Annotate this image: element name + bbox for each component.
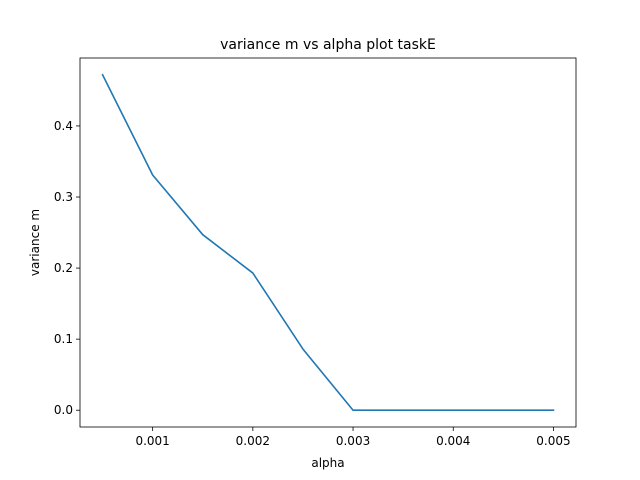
- x-tick-label: 0.003: [336, 434, 370, 448]
- series-layer: [101, 73, 555, 412]
- y-tick-label: 0.0: [54, 403, 73, 417]
- x-tick-label: 0.002: [236, 434, 270, 448]
- y-tick-label: 0.3: [54, 190, 73, 204]
- x-tick-label: 0.004: [436, 434, 470, 448]
- plot-frame: [79, 57, 577, 428]
- series-line: [101, 73, 555, 412]
- x-tick-label: 0.005: [536, 434, 570, 448]
- y-tick-label: 0.1: [54, 332, 73, 346]
- y-axis-ticks: 0.0 0.1 0.2 0.3 0.4: [54, 119, 80, 417]
- plot-area: [80, 58, 576, 427]
- x-axis-ticks: 0.001 0.002 0.003 0.004 0.005: [135, 427, 571, 448]
- chart-title: variance m vs alpha plot taskE: [220, 37, 436, 53]
- x-tick-label: 0.001: [135, 434, 169, 448]
- x-axis-title: alpha: [311, 456, 344, 470]
- y-axis-title: variance m: [28, 209, 42, 276]
- y-tick-label: 0.2: [54, 261, 73, 275]
- y-tick-label: 0.4: [54, 119, 73, 133]
